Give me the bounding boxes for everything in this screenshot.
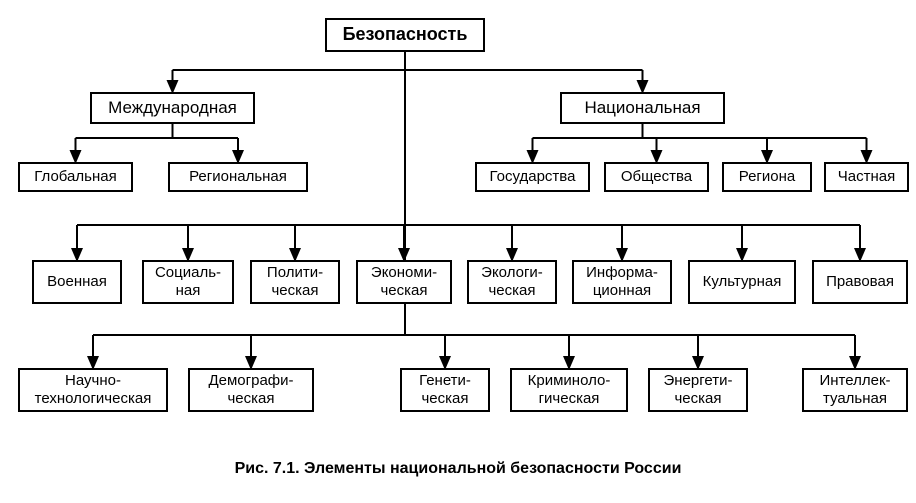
node-global-label: Глобальная [34,168,116,186]
node-private-label: Частная [838,168,895,186]
node-cultural: Культурная [688,260,796,304]
node-social-label: Социаль- ная [155,264,221,300]
node-intl-label: Международная [108,98,237,118]
node-intl: Международная [90,92,255,124]
node-natl: Национальная [560,92,725,124]
figure-caption-text: Рис. 7.1. Элементы национальной безопасн… [235,460,682,477]
node-state: Государства [475,162,590,192]
node-genetic: Генети- ческая [400,368,490,412]
node-global: Глобальная [18,162,133,192]
node-ecological-label: Экологи- ческая [481,264,543,300]
node-energy: Энергети- ческая [648,368,748,412]
node-root-label: Безопасность [343,24,468,46]
node-crimino: Криминоло- гическая [510,368,628,412]
node-scitech: Научно- технологическая [18,368,168,412]
node-society: Общества [604,162,709,192]
node-regional-label: Региональная [189,168,287,186]
node-energy-label: Энергети- ческая [664,372,733,408]
node-natl-label: Национальная [584,98,700,118]
node-scitech-label: Научно- технологическая [35,372,152,408]
node-intellectual: Интеллек- туальная [802,368,908,412]
node-legal: Правовая [812,260,908,304]
node-legal-label: Правовая [826,273,894,291]
node-regional: Региональная [168,162,308,192]
node-root: Безопасность [325,18,485,52]
node-crimino-label: Криминоло- гическая [528,372,611,408]
node-intellectual-label: Интеллек- туальная [819,372,890,408]
node-military-label: Военная [47,273,107,291]
node-cultural-label: Культурная [703,273,782,291]
node-info: Информа- ционная [572,260,672,304]
node-social: Социаль- ная [142,260,234,304]
node-demographic: Демографи- ческая [188,368,314,412]
node-political: Полити- ческая [250,260,340,304]
node-ecological: Экологи- ческая [467,260,557,304]
connector-canvas [0,0,916,503]
node-political-label: Полити- ческая [267,264,323,300]
node-demographic-label: Демографи- ческая [208,372,293,408]
figure-caption: Рис. 7.1. Элементы национальной безопасн… [0,460,916,478]
node-state-label: Государства [490,168,576,186]
node-economic-label: Экономи- ческая [371,264,437,300]
node-region: Региона [722,162,812,192]
node-private: Частная [824,162,909,192]
node-economic: Экономи- ческая [356,260,452,304]
node-genetic-label: Генети- ческая [419,372,471,408]
node-info-label: Информа- ционная [586,264,658,300]
node-military: Военная [32,260,122,304]
node-region-label: Региона [739,168,796,186]
node-society-label: Общества [621,168,692,186]
